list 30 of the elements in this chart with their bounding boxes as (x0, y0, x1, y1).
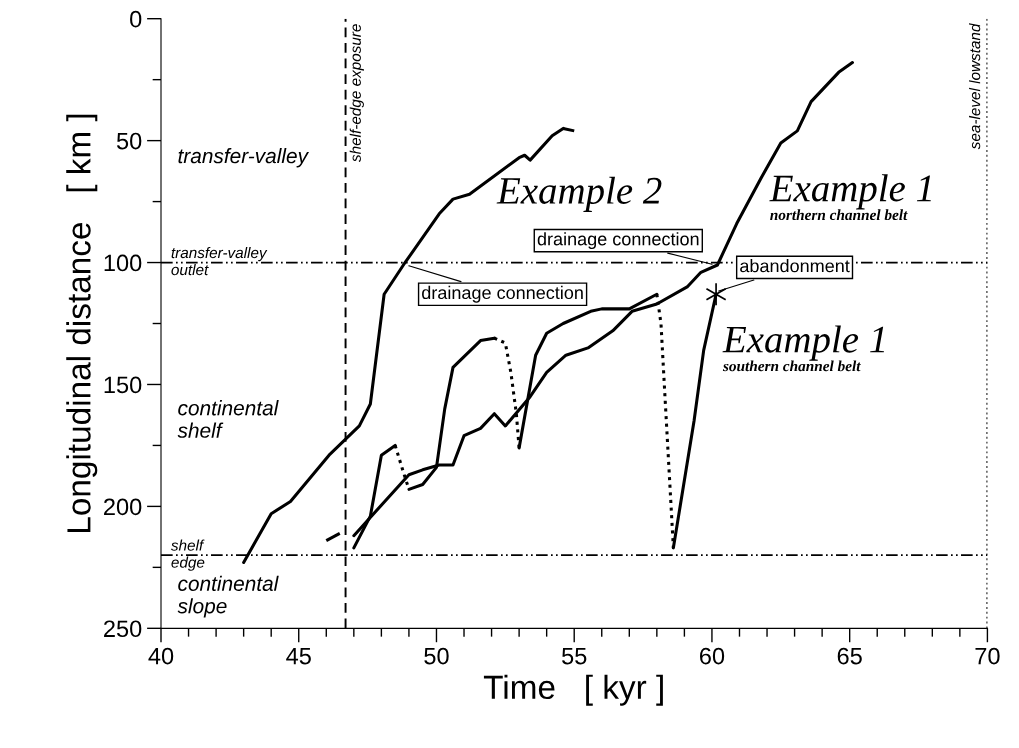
annotation: drainage connection (422, 285, 583, 303)
y-tick-label: 100 (104, 254, 142, 272)
x-tick-label: 40 (148, 647, 174, 665)
ref-line-label: sea-level lowstand (969, 23, 981, 150)
annotation: Example 2 (496, 176, 662, 212)
ref-line-label: transfer-valley outlet (171, 246, 268, 276)
y-tick-label: 250 (104, 620, 142, 638)
x-axis-title: Time [ kyr ] (483, 674, 663, 706)
x-tick-label: 60 (700, 647, 725, 665)
y-tick-label: 0 (130, 10, 142, 28)
y-axis-title: Longitudinal distance [ km ] (66, 114, 98, 532)
x-tick-label: 50 (424, 647, 449, 665)
x-tick-label: 55 (562, 647, 587, 665)
ref-line-label: shelf-edge exposure (349, 24, 364, 162)
annotation: continental slope (177, 575, 279, 618)
annotation: continental shelf (177, 400, 279, 438)
annotation: southern channel belt (722, 360, 861, 372)
annotation: Example 1 (722, 325, 885, 361)
y-tick-label: 150 (104, 376, 142, 394)
x-tick-label: 70 (975, 647, 1000, 665)
annotation: drainage connection (537, 232, 699, 250)
x-tick-label: 45 (286, 647, 311, 665)
y-tick-label: 50 (116, 132, 142, 150)
ref-line-label: shelf edge (170, 539, 205, 571)
y-tick-label: 200 (104, 498, 142, 516)
annotation: abandonment (740, 259, 850, 273)
annotation: transfer-valley (178, 147, 310, 168)
annotation: northern channel belt (770, 209, 908, 221)
annotation: Example 1 (769, 174, 931, 210)
x-tick-label: 65 (837, 647, 862, 665)
